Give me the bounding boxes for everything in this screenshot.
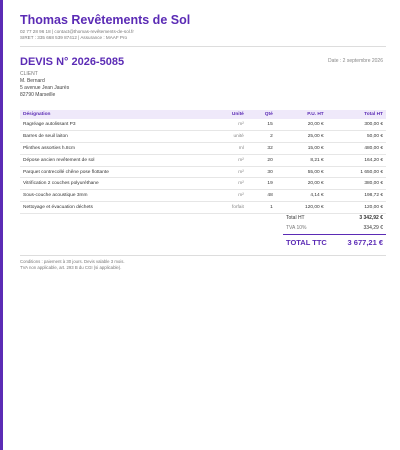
item-row: Nettoyage et évacuation déchets forfait 1 1… <box>20 201 386 215</box>
cell: 380,00 € <box>326 177 386 191</box>
cell: 164,20 € <box>326 154 386 167</box>
cell: 20,00 € <box>275 177 327 191</box>
item-row: Ragréage autolissant P3 m² 15 20,00 €300,00… <box>20 119 386 131</box>
cell: Barres de seuil laiton <box>20 130 210 143</box>
column-header: P.U. HT <box>275 110 327 119</box>
item-row: Parquet contrecollé chêne pose flottante… <box>20 166 386 179</box>
item-row: Vitrification 2 couches polyuréthane m² 19… <box>20 177 386 191</box>
quote-date: Date : 2 septembre 2026 <box>327 58 383 64</box>
cell: m² <box>209 177 247 191</box>
divider <box>20 255 386 256</box>
footer-line: Conditions : paiement à 30 jours. Devis … <box>20 259 125 264</box>
cell: Plinthes assorties h.8cm <box>20 142 210 155</box>
cell: 32 <box>246 142 276 155</box>
total-ht: 3 342,92 € <box>359 215 383 221</box>
registration-line: SIRET : 335 668 539 87412 | Assurance : … <box>20 35 128 40</box>
cell: 120,00 € <box>326 201 386 215</box>
contact-line: 02 77 28 96 18 | contact@thomas-revêteme… <box>20 29 134 34</box>
cell: 120,00 € <box>275 201 327 215</box>
company-name: Thomas Revêtements de Sol <box>20 13 191 27</box>
cell: 4,14 € <box>275 189 327 203</box>
cell: 2 <box>246 130 276 143</box>
total-ttc: 3 677,21 € <box>347 238 383 247</box>
cell: 20,00 € <box>275 119 327 131</box>
totals-divider <box>283 234 386 235</box>
column-header: Qté <box>246 110 276 119</box>
cell: 25,00 € <box>275 130 327 143</box>
footer-line: TVA non applicable, art. 293 B du CGI (s… <box>20 265 122 270</box>
column-header: Unité <box>209 110 247 119</box>
cell: Vitrification 2 couches polyuréthane <box>20 177 210 191</box>
cell: 15,00 € <box>275 142 327 155</box>
item-row: Sous-couche acoustique 3mm m² 48 4,14 €198,… <box>20 189 386 203</box>
items-table: Désignation Unité Qté P.U. HT Total HT Ragré… <box>20 110 386 215</box>
cell: 1 <box>246 201 276 215</box>
cell: m² <box>209 119 247 131</box>
tva-label: TVA 10% <box>286 225 307 231</box>
client-city: 82790 Marseille <box>20 92 56 98</box>
item-row: Dépose ancien revêtement de sol m² 20 8,21 … <box>20 154 386 167</box>
total-ttc-label: TOTAL TTC <box>286 238 327 247</box>
quote-number: DEVIS N° 2026-5085 <box>20 56 125 68</box>
cell: unité <box>209 130 247 143</box>
cell: m² <box>209 154 247 167</box>
cell: 19 <box>246 177 276 191</box>
divider <box>20 46 386 47</box>
cell: 30 <box>246 166 276 179</box>
tva: 334,29 € <box>363 225 383 231</box>
client-name: M. Bernard <box>20 78 45 84</box>
total-ht-label: Total HT <box>286 215 305 221</box>
client-address: 5 avenue Jean Jaurès <box>20 85 70 91</box>
cell: 300,00 € <box>326 119 386 131</box>
cell: 48 <box>246 189 276 203</box>
cell: m² <box>209 166 247 179</box>
cell: 8,21 € <box>275 154 327 167</box>
client-label: CLIENT <box>20 71 38 77</box>
cell: m² <box>209 189 247 203</box>
cell: Nettoyage et évacuation déchets <box>20 201 210 215</box>
cell: Dépose ancien revêtement de sol <box>20 154 210 167</box>
item-row: Barres de seuil laiton unité 2 25,00 €50,00… <box>20 130 386 143</box>
cell: 480,00 € <box>326 142 386 155</box>
cell: 15 <box>246 119 276 131</box>
cell: 55,00 € <box>275 166 327 179</box>
cell: 198,72 € <box>326 189 386 203</box>
cell: ml <box>209 142 247 155</box>
header-row: Désignation Unité Qté P.U. HT Total HT <box>20 110 386 119</box>
cell: 20 <box>246 154 276 167</box>
cell: Ragréage autolissant P3 <box>20 119 210 131</box>
cell: Parquet contrecollé chêne pose flottante <box>20 166 210 179</box>
cell: 50,00 € <box>326 130 386 143</box>
cell: forfait <box>209 201 247 215</box>
cell: 1 650,00 € <box>326 166 386 179</box>
cell: Sous-couche acoustique 3mm <box>20 189 210 203</box>
item-row: Plinthes assorties h.8cm ml 32 15,00 €480,0… <box>20 142 386 155</box>
column-header: Désignation <box>20 110 210 119</box>
column-header: Total HT <box>326 110 386 119</box>
